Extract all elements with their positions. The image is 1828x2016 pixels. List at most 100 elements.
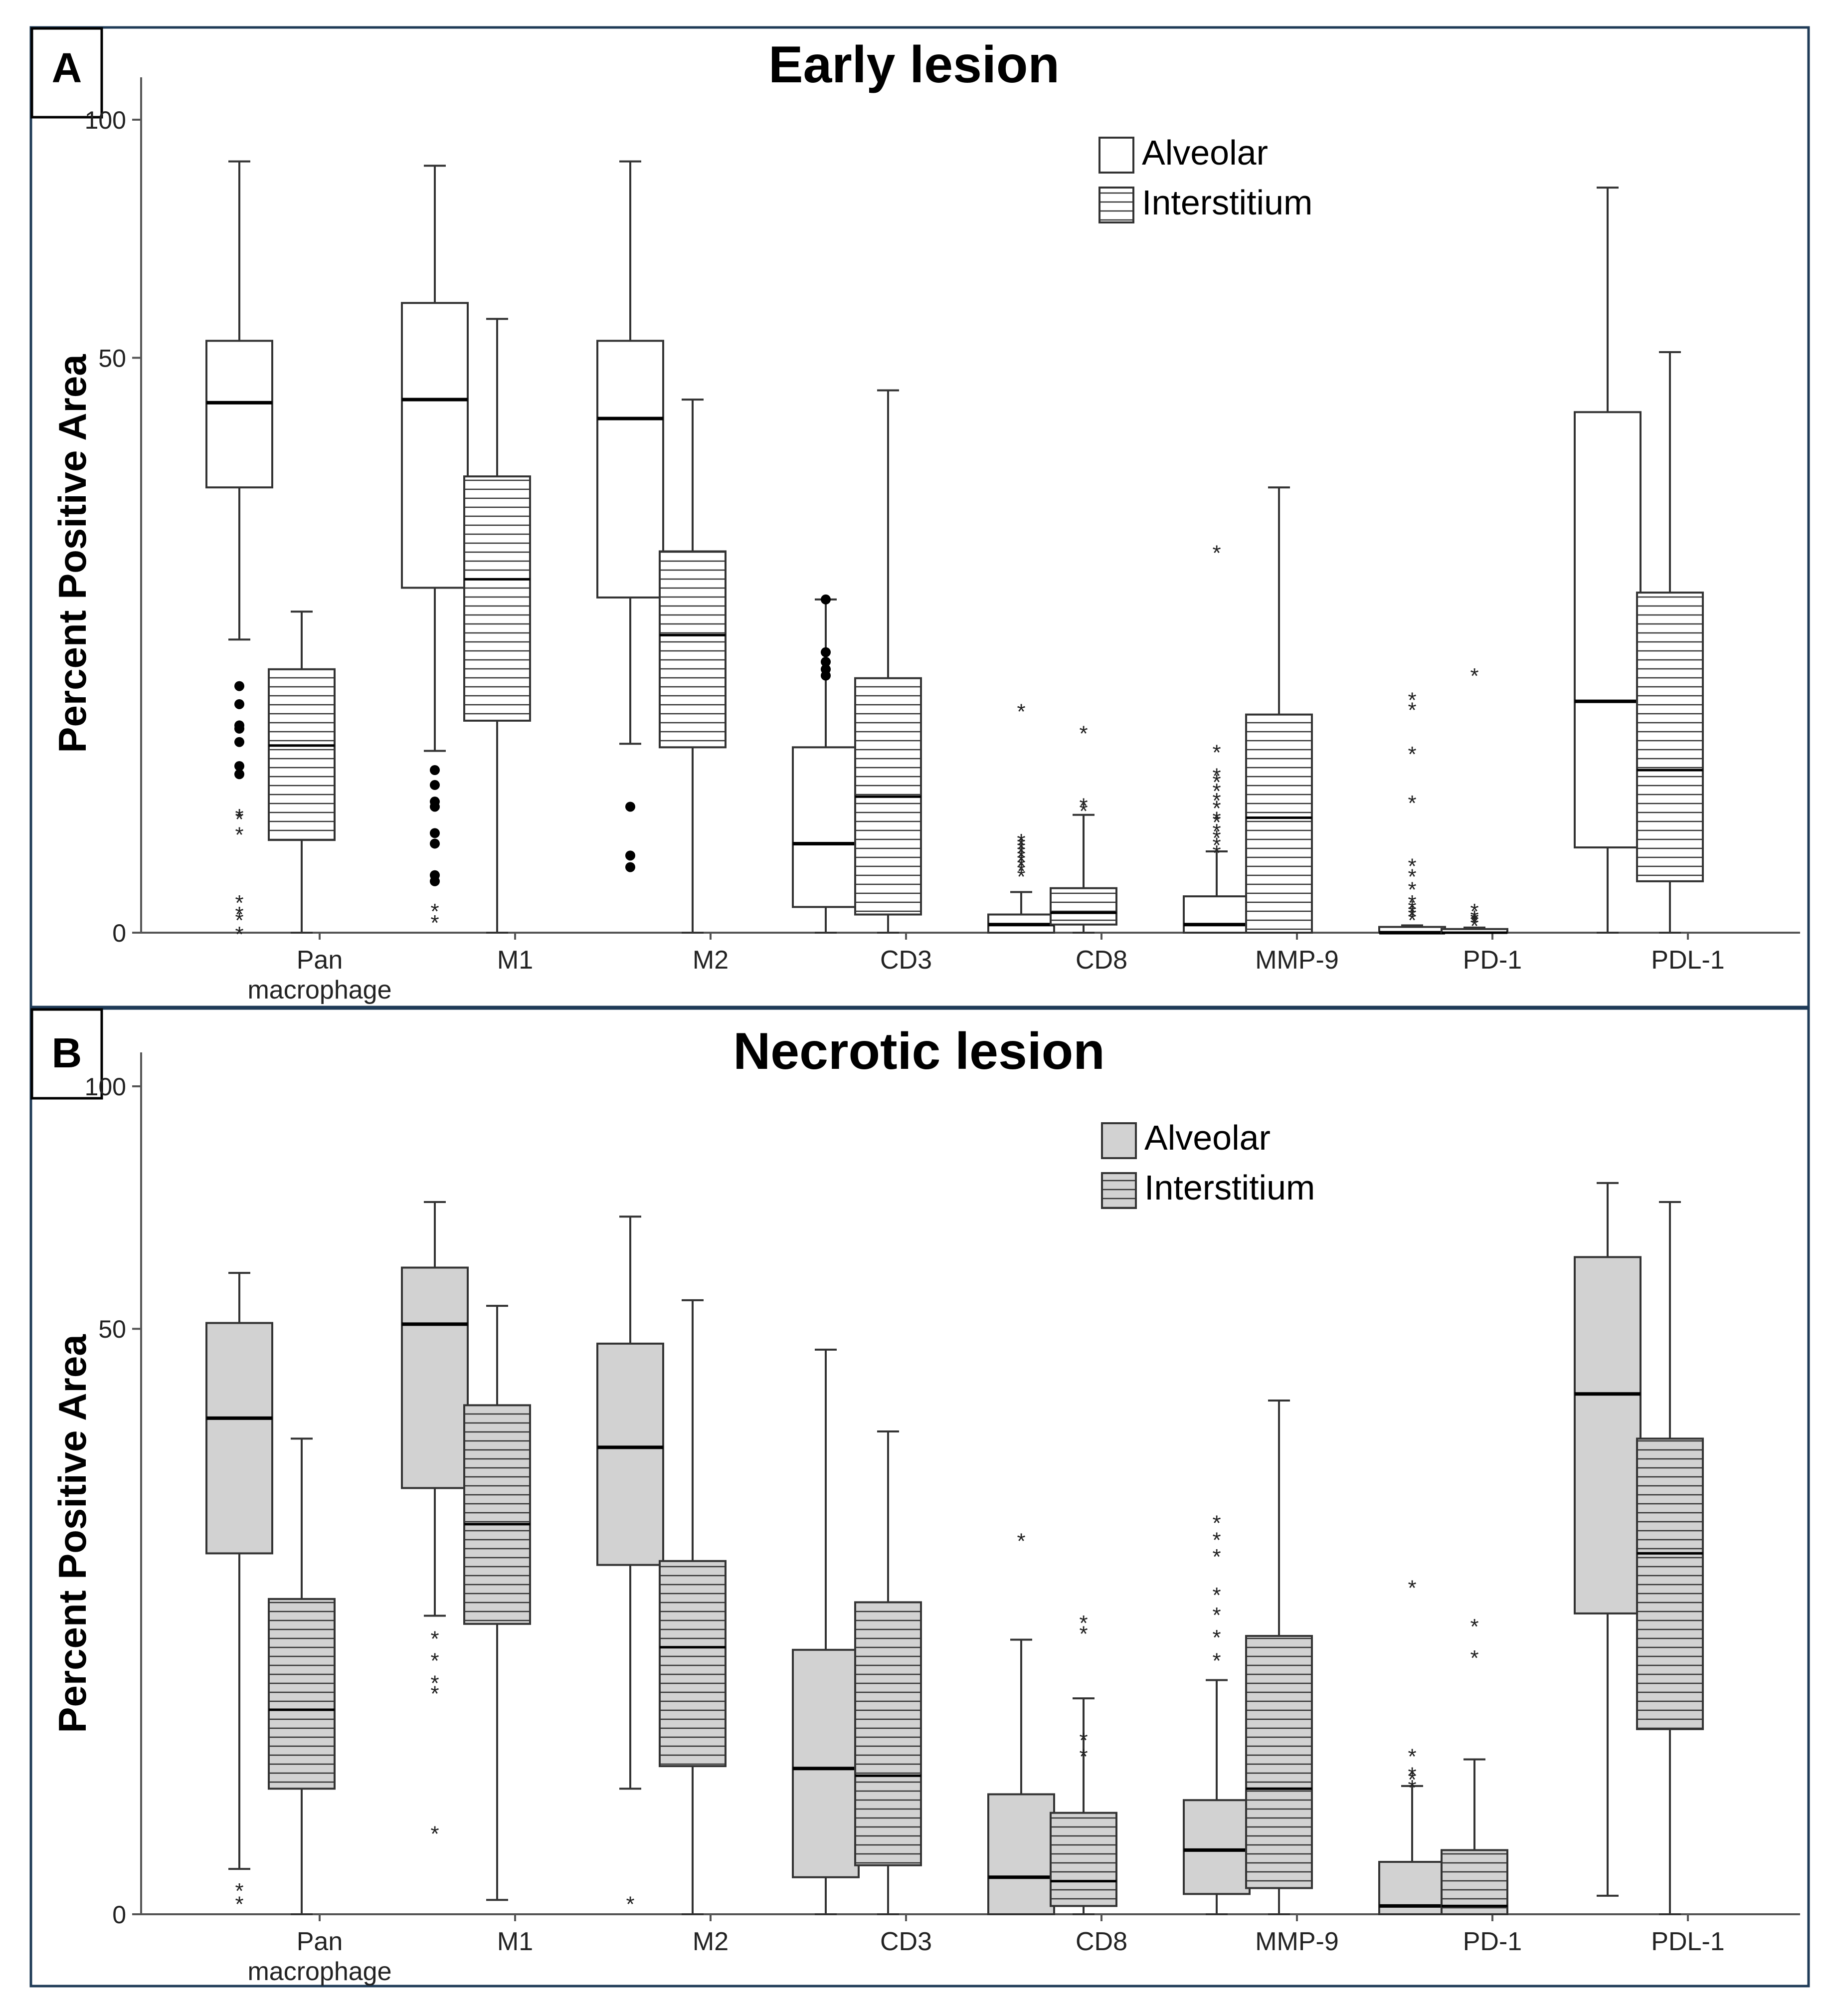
box-alveolar-1: *****: [401, 1201, 469, 1846]
box-alveolar-5: *************: [1183, 541, 1251, 934]
box-alveolar-3: [792, 594, 860, 934]
iqr-box: [659, 550, 727, 749]
outlier-star: *: [430, 911, 439, 935]
outlier-star: *: [1470, 908, 1478, 933]
outlier-circle: [234, 761, 244, 771]
outlier-star: *: [235, 902, 243, 927]
box-interstitium-6: **: [1441, 1614, 1508, 1916]
panel-early-lesion: A Early lesion Percent Positive Area Alv…: [29, 26, 1810, 1008]
outlier-star: *: [1079, 1622, 1088, 1646]
outlier-star: *: [1408, 901, 1416, 925]
panel-label-box: [30, 27, 103, 119]
iqr-box: [792, 1648, 860, 1878]
outlier-star: *: [1212, 1545, 1221, 1569]
outlier-circle: [430, 876, 440, 886]
legend-label-alveolar: Alveolar: [1144, 1118, 1271, 1157]
x-tick-label: Pan: [297, 1927, 343, 1956]
outlier-star: *: [1017, 854, 1025, 879]
box-interstitium-3: [854, 389, 922, 934]
outlier-circle: [430, 828, 440, 838]
panel-necrotic-lesion: B Necrotic lesion Percent Positive Area …: [29, 1007, 1810, 1988]
outlier-circle: [234, 723, 244, 734]
outlier-star: *: [1017, 841, 1025, 865]
box-interstitium-5: [1245, 1399, 1313, 1915]
outlier-star: *: [1470, 1646, 1478, 1670]
y-tick-label: 100: [85, 1073, 126, 1101]
iqr-box: [1183, 895, 1251, 934]
box-alveolar-4: *: [987, 1529, 1055, 1915]
box-interstitium-4: ***: [1050, 721, 1117, 934]
outlier-star: *: [1017, 865, 1025, 889]
outlier-star: *: [1408, 742, 1416, 767]
legend-swatch-alveolar: [1101, 1122, 1137, 1159]
iqr-box: [596, 340, 664, 599]
box-interstitium-0: [268, 1437, 336, 1915]
outlier-star: *: [1470, 914, 1478, 939]
outlier-star: *: [235, 1892, 243, 1917]
outlier-star: *: [1408, 904, 1416, 929]
outlier-star: *: [1212, 841, 1221, 865]
chart-title: Early lesion: [768, 36, 1060, 94]
x-tick-label: CD3: [880, 946, 932, 975]
box-interstitium-7: [1636, 1201, 1704, 1915]
outlier-star: *: [1017, 833, 1025, 857]
outlier-star: *: [1079, 1728, 1088, 1753]
outlier-star: *: [1408, 1576, 1416, 1600]
box-interstitium-7: [1636, 351, 1704, 934]
outlier-star: *: [1079, 721, 1088, 746]
y-axis-label: Percent Positive Area: [50, 1334, 94, 1733]
x-tick-label: MMP-9: [1255, 1927, 1339, 1956]
outlier-star: *: [1212, 779, 1221, 804]
outlier-star: *: [1212, 741, 1221, 765]
iqr-box: [401, 1266, 469, 1489]
outlier-star: *: [1408, 908, 1416, 933]
outlier-star: *: [1470, 1614, 1478, 1639]
outlier-star: *: [1212, 770, 1221, 795]
iqr-box: [1245, 1634, 1313, 1889]
panel-frame: [29, 1007, 1810, 1988]
iqr-box: [463, 475, 531, 722]
outlier-star: *: [1017, 1529, 1025, 1553]
box-interstitium-2: [659, 399, 727, 934]
outlier-star: *: [430, 899, 439, 924]
outlier-star: *: [1017, 700, 1025, 724]
outlier-star: *: [1212, 810, 1221, 834]
outlier-star: *: [235, 822, 243, 847]
x-tick-label: CD8: [1076, 1927, 1127, 1956]
outlier-star: *: [235, 1879, 243, 1903]
iqr-box: [792, 746, 860, 908]
iqr-box: [268, 1598, 336, 1790]
outlier-star: *: [1212, 1603, 1221, 1627]
outlier-star: *: [1212, 1528, 1221, 1553]
outlier-star: *: [1408, 688, 1416, 712]
outlier-star: *: [1212, 1511, 1221, 1536]
outlier-star: *: [235, 807, 243, 831]
box-interstitium-0: [268, 610, 336, 934]
box-alveolar-6: ************: [1378, 688, 1446, 935]
outlier-star: *: [1408, 791, 1416, 815]
iqr-box: [463, 1404, 531, 1625]
x-tick-label: CD8: [1076, 946, 1127, 975]
legend-label-alveolar: Alveolar: [1142, 133, 1268, 172]
box-alveolar-1: **: [401, 165, 469, 935]
box-interstitium-6: ******: [1441, 664, 1508, 939]
box-alveolar-0: *******: [205, 160, 273, 947]
legend-label-interstitium: Interstitium: [1142, 183, 1312, 222]
iqr-box: [854, 1601, 922, 1866]
outlier-star: *: [1212, 807, 1221, 831]
outlier-star: *: [1212, 1648, 1221, 1673]
panel-label: B: [52, 1029, 82, 1076]
outlier-star: *: [430, 1671, 439, 1695]
outlier-star: *: [1017, 837, 1025, 861]
legend-swatch-interstitium: [1098, 187, 1134, 223]
outlier-star: *: [1470, 906, 1478, 930]
outlier-star: *: [1017, 849, 1025, 874]
outlier-circle: [625, 862, 635, 872]
outlier-star: *: [1470, 911, 1478, 935]
x-tick-label: MMP-9: [1255, 946, 1339, 975]
outlier-star: *: [1212, 1583, 1221, 1608]
box-alveolar-2: [596, 160, 664, 872]
iqr-box: [659, 1560, 727, 1768]
outlier-circle: [234, 681, 244, 691]
